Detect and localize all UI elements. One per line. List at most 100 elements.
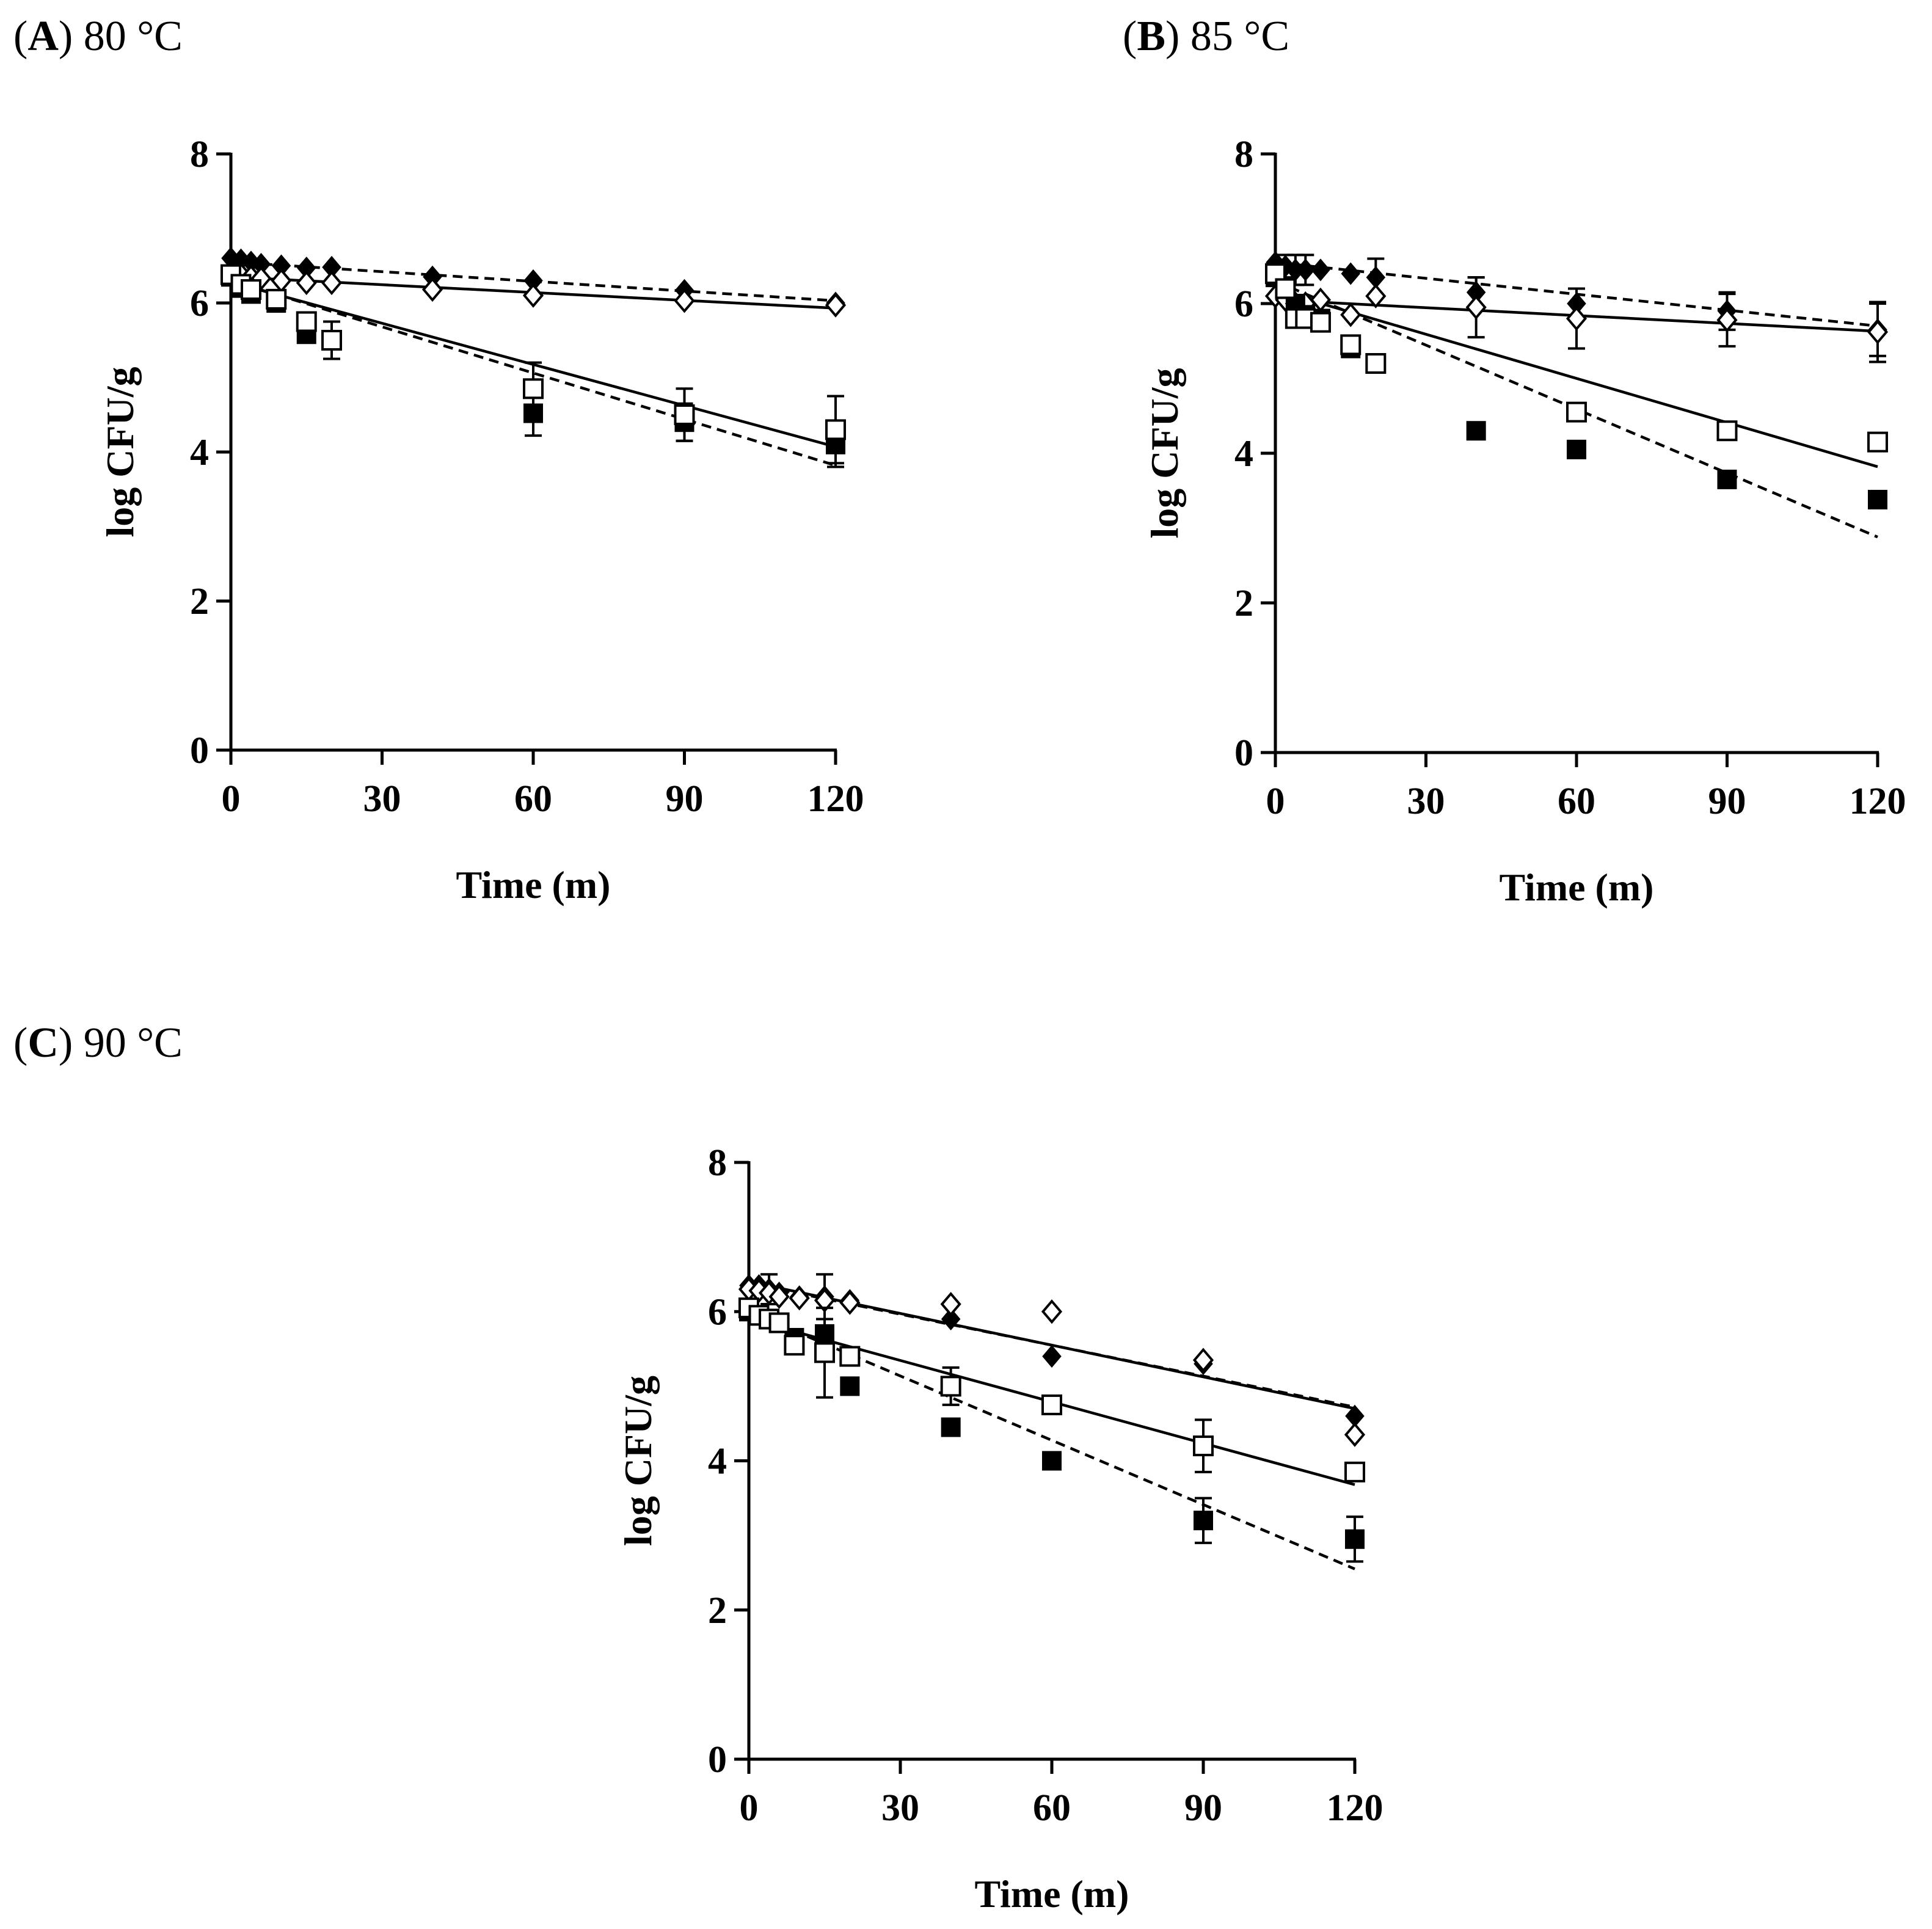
- panel-b-plot: 0 2 4 6 8 0 30 60 90 120 Time (m) log CFU/g: [1143, 134, 1906, 909]
- panel-a-filled-square-fit-line: [230, 279, 836, 467]
- panel-c-open-diamond-point: [940, 1291, 961, 1317]
- panel-c-filled-square-point: [840, 1376, 860, 1396]
- panel-c-filled-diamond-point: [941, 1307, 961, 1331]
- panel-c-open-square-point: [940, 1376, 961, 1397]
- panel-a-open-square-point: [825, 419, 846, 440]
- panel-a-open-square-point: [241, 279, 261, 301]
- panel-b-open-diamond-point: [1340, 302, 1362, 327]
- panel-c-y-tick-label: 6: [708, 1291, 727, 1333]
- panel-a-open-diamond-point: [296, 270, 317, 296]
- panel-b-x-tick-label: 90: [1708, 781, 1746, 822]
- panel-c-open-diamond-point: [768, 1284, 790, 1309]
- panel-a-open-square-point: [321, 330, 342, 351]
- panel-b-open-diamond-point: [1566, 306, 1588, 331]
- panel-c-x-tick-label: 90: [1184, 1787, 1222, 1829]
- panel-a-temperature: 80 °C: [84, 13, 183, 60]
- panel-a-open-square-point: [674, 404, 695, 425]
- panel-b-filled-square-point: [1466, 421, 1486, 441]
- panel-b-x-tick-label: 30: [1407, 781, 1445, 822]
- panel-a-open-square-point: [266, 288, 287, 310]
- panel-a-y-tick-label: 6: [190, 283, 209, 324]
- panel-b-open-diamond-point: [1867, 319, 1889, 345]
- panel-b-filled-square-point: [1717, 469, 1737, 489]
- panel-c-open-square-point: [768, 1312, 790, 1333]
- panel-b-temperature: 85 °C: [1190, 13, 1289, 60]
- panel-b-filled-diamond-point: [1341, 262, 1361, 285]
- panel-a-y-tick-label: 0: [190, 730, 209, 771]
- panel-b-open-diamond-point: [1716, 307, 1738, 333]
- panel-c-open-diamond-point: [1192, 1347, 1214, 1373]
- panel-c-y-tick-label: 2: [708, 1590, 727, 1632]
- panel-a-y-axis-title: log CFU/g: [98, 366, 142, 537]
- panel-c-filled-diamond-point: [1042, 1344, 1062, 1368]
- panel-b-open-square-point: [1275, 278, 1296, 299]
- panel-b-x-tick-label: 60: [1558, 781, 1595, 822]
- panel-b-x-tick-label: 0: [1266, 781, 1285, 822]
- panel-a-open-diamond-point: [522, 283, 544, 308]
- panel-b-open-diamond-point: [1465, 295, 1487, 320]
- panel-c-open-square-point: [1193, 1435, 1214, 1457]
- panel-a-y-tick-label: 4: [190, 432, 209, 473]
- panel-b-filled-diamond-point: [1311, 258, 1330, 282]
- panel-c-open-square-point: [1344, 1461, 1365, 1482]
- panel-c-temperature: 90 °C: [84, 1019, 183, 1067]
- panel-b-y-tick-label: 6: [1234, 283, 1253, 325]
- panel-a-x-tick-label: 0: [222, 778, 241, 820]
- panel-b-open-square-point: [1716, 420, 1738, 442]
- panel-c-x-tick-label: 120: [1327, 1787, 1383, 1829]
- panel-c-title: (C) 90 °C: [13, 1019, 183, 1067]
- panel-c-y-tick-label: 4: [708, 1441, 727, 1482]
- panel-a-open-diamond-point: [321, 270, 343, 296]
- panel-b-filled-square-point: [1567, 439, 1586, 459]
- panel-c-plot: 0 2 4 6 8 0 30 60 90 120 Time (m) log CFU/g: [616, 1142, 1383, 1916]
- panel-c-filled-square-point: [941, 1417, 961, 1437]
- panel-a-open-square-point: [296, 311, 317, 332]
- panel-a-open-diamond-point: [271, 268, 292, 293]
- panel-b-open-square-point: [1566, 401, 1587, 423]
- panel-b-letter: B: [1137, 13, 1165, 60]
- panel-c-filled-square-point: [1345, 1529, 1365, 1549]
- panel-c-open-square-point: [814, 1342, 835, 1363]
- panel-b-title: (B) 85 °C: [1123, 13, 1289, 60]
- panel-c-x-axis-title: Time (m): [975, 1872, 1129, 1916]
- panel-c-open-diamond-point: [1344, 1422, 1366, 1447]
- panel-c-open-square-point: [784, 1335, 805, 1356]
- panel-a-open-diamond-point: [825, 293, 847, 318]
- panel-a-plot: 0 2 4 6 8 0 30 60 90 120 Time (m) log CFU/g: [98, 134, 864, 906]
- panel-c-open-square-point: [1041, 1394, 1062, 1415]
- panel-a-y-tick-label: 8: [190, 134, 209, 175]
- panel-b-open-square-point: [1365, 353, 1387, 374]
- panel-b-y-tick-label: 4: [1234, 433, 1253, 475]
- panel-b-y-tick-label: 2: [1234, 583, 1253, 624]
- panel-b-open-diamond-point: [1365, 283, 1387, 308]
- panel-c-y-tick-label: 0: [708, 1739, 727, 1781]
- panel-c-y-axis-title: log CFU/g: [616, 1376, 660, 1546]
- panel-b-x-tick-label: 120: [1850, 781, 1906, 822]
- panel-b-filled-square-point: [1868, 489, 1887, 509]
- panel-a-letter: A: [27, 13, 59, 60]
- panel-b-y-axis-title: log CFU/g: [1143, 368, 1186, 538]
- panel-c-x-tick-label: 60: [1033, 1787, 1071, 1829]
- panel-b-x-axis-title: Time (m): [1500, 866, 1654, 909]
- panel-c-open-diamond-point: [789, 1286, 810, 1311]
- panel-a-y-tick-label: 2: [190, 581, 209, 622]
- panel-c-open-diamond-point: [1041, 1299, 1063, 1324]
- panel-b-y-tick-label: 0: [1234, 732, 1253, 774]
- panel-c-y-tick-label: 8: [708, 1142, 727, 1184]
- panel-c-open-square-point: [839, 1346, 861, 1367]
- panel-b-open-square-fit-line: [1275, 288, 1878, 469]
- panel-c-letter: C: [27, 1019, 59, 1067]
- panel-c-filled-square-point: [1194, 1511, 1213, 1531]
- panel-c-filled-square-fit-line: [748, 1310, 1355, 1570]
- panel-a-open-diamond-point: [421, 277, 443, 302]
- panel-b-filled-diamond-point: [1296, 258, 1316, 282]
- panel-a-open-diamond-point: [674, 288, 695, 313]
- panel-c-x-tick-label: 30: [881, 1787, 919, 1829]
- panel-b-open-square-point: [1310, 312, 1331, 333]
- panel-b-open-square-point: [1340, 334, 1362, 356]
- panel-a-title: (A) 80 °C: [13, 13, 183, 60]
- panel-a-x-tick-label: 120: [807, 778, 864, 820]
- panel-b-y-tick-label: 8: [1234, 134, 1253, 175]
- panel-c-filled-square-point: [1042, 1451, 1062, 1471]
